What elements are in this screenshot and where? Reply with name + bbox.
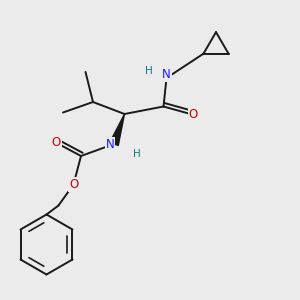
Text: O: O [52,136,61,149]
Text: O: O [69,178,78,191]
Polygon shape [110,114,124,146]
Text: N: N [106,137,115,151]
Text: N: N [162,68,171,81]
Text: H: H [145,66,153,76]
Text: O: O [188,107,197,121]
Text: H: H [133,149,140,159]
